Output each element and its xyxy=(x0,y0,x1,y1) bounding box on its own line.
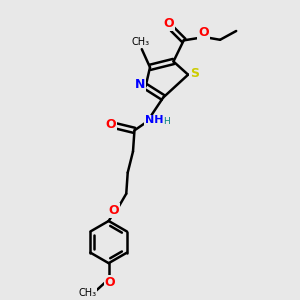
Text: CH₃: CH₃ xyxy=(79,288,97,298)
Text: S: S xyxy=(190,67,199,80)
Text: O: O xyxy=(105,276,116,289)
Text: O: O xyxy=(105,118,116,131)
Text: O: O xyxy=(164,17,174,31)
Text: O: O xyxy=(109,204,119,217)
Text: O: O xyxy=(198,26,209,39)
Text: CH₃: CH₃ xyxy=(131,37,149,47)
Text: NH: NH xyxy=(145,116,164,125)
Text: H: H xyxy=(163,117,170,126)
Text: N: N xyxy=(135,78,145,91)
